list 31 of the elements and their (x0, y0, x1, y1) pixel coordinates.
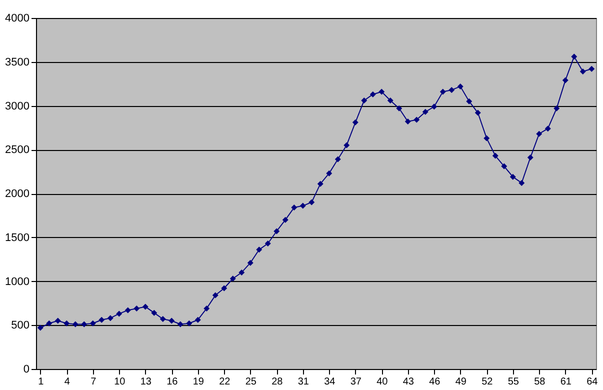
x-tick-label: 28 (272, 376, 284, 388)
y-tick-label: 1000 (5, 276, 30, 288)
x-tick-label: 7 (90, 376, 97, 388)
y-tick-label: 2000 (5, 188, 30, 200)
x-tick-label: 34 (324, 376, 336, 388)
x-tick-label: 37 (350, 376, 362, 388)
y-tick-label: 1500 (5, 232, 30, 244)
y-tick-label: 3000 (5, 100, 30, 112)
x-tick-label: 19 (192, 376, 204, 388)
y-tick-label: 500 (11, 320, 30, 332)
x-tick-label: 46 (429, 376, 441, 388)
x-tick-label: 25 (245, 376, 257, 388)
x-tick-label: 64 (586, 376, 598, 388)
x-tick-label: 10 (114, 376, 126, 388)
x-tick-label: 4 (64, 376, 70, 388)
x-tick-label: 49 (455, 376, 467, 388)
x-tick-label: 43 (402, 376, 414, 388)
x-tick-label: 22 (219, 376, 231, 388)
x-tick-label: 52 (482, 376, 494, 388)
x-tick-label: 58 (534, 376, 546, 388)
x-tick-label: 40 (376, 376, 388, 388)
y-tick-label: 3500 (5, 56, 30, 68)
x-tick-label: 16 (166, 376, 178, 388)
x-tick-label: 13 (140, 376, 152, 388)
x-tick-label: 55 (508, 376, 520, 388)
x-tick-label: 1 (38, 376, 44, 388)
x-tick-label: 61 (560, 376, 572, 388)
x-tick-label: 31 (298, 376, 310, 388)
y-tick-label: 0 (23, 364, 30, 376)
y-tick-label: 2500 (5, 144, 30, 156)
y-tick-label: 4000 (5, 12, 30, 24)
